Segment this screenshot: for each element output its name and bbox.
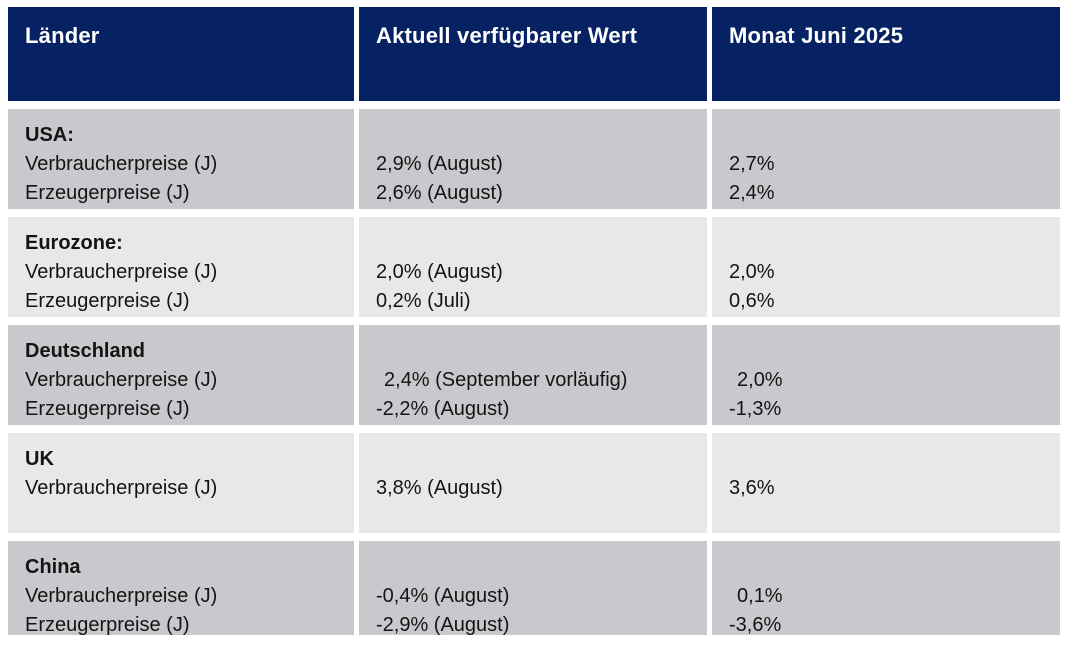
row-eurozone-country-cell: Eurozone: Verbraucherpreise (J) Erzeuger… [8,217,354,317]
spacer-line [376,553,697,582]
spacer-line [376,503,697,532]
row-deutschland-current-cell: 2,4% (September vorläufig) -2,2% (August… [359,325,707,425]
row-deutschland-june-cell: 2,0% -1,3% [712,325,1060,425]
current-value: -2,2% (August) [376,398,510,420]
metric-label: Verbraucherpreise (J) [25,369,218,391]
june-value: 0,6% [729,290,775,312]
current-value: 0,2% (Juli) [376,290,471,312]
spacer-line [25,503,344,532]
column-header-laender: Länder [8,7,354,101]
row-usa-current-cell: 2,9% (August) 2,6% (August) [359,109,707,209]
current-value: 2,0% (August) [376,261,503,283]
column-header-monat-juni-2025: Monat Juni 2025 [712,7,1060,101]
current-value: 2,4% (September vorläufig) [376,369,628,391]
june-value: 2,4% [729,182,775,204]
row-china-current-cell: -0,4% (August) -2,9% (August) [359,541,707,635]
june-value: 0,1% [729,585,783,607]
metric-label: Erzeugerpreise (J) [25,398,190,420]
row-china-country-cell: China Verbraucherpreise (J) Erzeugerprei… [8,541,354,635]
row-usa-june-cell: 2,7% 2,4% [712,109,1060,209]
column-header-label: Länder [25,23,100,48]
current-value: 2,6% (August) [376,182,503,204]
spacer-line [376,337,697,366]
june-value: 2,0% [729,369,783,391]
spacer-line [376,445,697,474]
column-header-aktueller-wert: Aktuell verfügbarer Wert [359,7,707,101]
metric-label: Erzeugerpreise (J) [25,614,190,635]
row-eurozone-current-cell: 2,0% (August) 0,2% (Juli) [359,217,707,317]
june-value: 2,0% [729,261,775,283]
metric-label: Verbraucherpreise (J) [25,477,218,499]
june-value: -1,3% [729,398,782,420]
country-name: China [25,556,81,578]
row-uk-june-cell: 3,6% [712,433,1060,533]
country-name: USA: [25,124,74,146]
june-value: 3,6% [729,477,775,499]
row-china-june-cell: 0,1% -3,6% [712,541,1060,635]
spacer-line [729,503,1050,532]
column-header-label: Aktuell verfügbarer Wert [376,23,638,48]
country-name: Deutschland [25,340,146,362]
current-value: 3,8% (August) [376,477,503,499]
row-eurozone-june-cell: 2,0% 0,6% [712,217,1060,317]
spacer-line [376,229,697,258]
row-deutschland-country-cell: Deutschland Verbraucherpreise (J) Erzeug… [8,325,354,425]
current-value: -0,4% (August) [376,585,510,607]
spacer-line [729,337,1050,366]
metric-label: Verbraucherpreise (J) [25,153,218,175]
june-value: 2,7% [729,153,775,175]
current-value: -2,9% (August) [376,614,510,635]
column-header-label: Monat Juni 2025 [729,23,904,48]
spacer-line [729,553,1050,582]
inflation-data-table: Länder Aktuell verfügbarer Wert Monat Ju… [8,7,1060,635]
june-value: -3,6% [729,614,782,635]
current-value: 2,9% (August) [376,153,503,175]
spacer-line [729,229,1050,258]
row-uk-current-cell: 3,8% (August) [359,433,707,533]
row-usa-country-cell: USA: Verbraucherpreise (J) Erzeugerpreis… [8,109,354,209]
spacer-line [729,445,1050,474]
spacer-line [376,121,697,150]
spacer-line [729,121,1050,150]
metric-label: Verbraucherpreise (J) [25,261,218,283]
metric-label: Erzeugerpreise (J) [25,290,190,312]
country-name: UK [25,448,54,470]
metric-label: Verbraucherpreise (J) [25,585,218,607]
metric-label: Erzeugerpreise (J) [25,182,190,204]
country-name: Eurozone: [25,232,123,254]
row-uk-country-cell: UK Verbraucherpreise (J) [8,433,354,533]
